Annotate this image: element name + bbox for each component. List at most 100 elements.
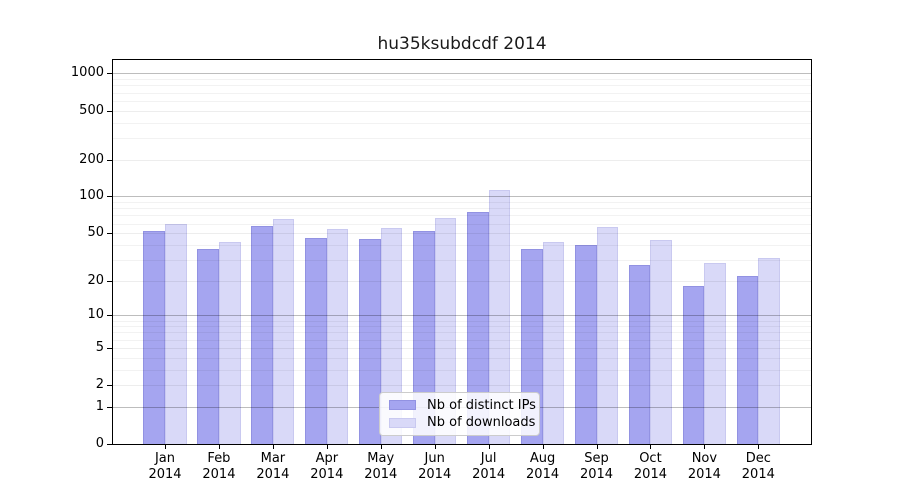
gridline-minor: [113, 369, 811, 371]
gridline-minor: [113, 332, 811, 334]
x-tick-year: 2014: [579, 467, 614, 482]
bar-distinct-ips: [736, 275, 759, 444]
x-tick-label: Jan 2014: [133, 451, 197, 483]
x-tick-year: 2014: [526, 467, 560, 482]
x-tick-year: 2014: [364, 467, 398, 482]
bar-distinct-ips: [682, 286, 705, 444]
x-tick-label: Mar 2014: [241, 451, 305, 483]
gridline-mid: [113, 110, 811, 112]
bar-distinct-ips: [143, 231, 165, 444]
legend-item: Nb of downloads: [380, 415, 539, 430]
bar-downloads: [596, 227, 619, 444]
chart-title: hu35ksubdcdf 2014: [377, 34, 547, 54]
gridline-minor: [113, 215, 811, 217]
x-tick-label: Jul 2014: [457, 451, 521, 483]
legend-label: Nb of distinct IPs: [427, 397, 536, 413]
x-tick-month: Apr: [315, 451, 339, 466]
x-tick-month: Jan: [154, 451, 176, 466]
x-tick-month: Feb: [207, 451, 231, 466]
x-tick-year: 2014: [310, 467, 344, 482]
x-tick-month: May: [367, 451, 395, 466]
x-tick-label: May 2014: [349, 451, 413, 483]
x-tick-mark: [219, 445, 220, 449]
gridline-minor: [113, 208, 811, 210]
y-tick-mark: [107, 73, 112, 74]
y-tick-label: 1: [95, 398, 104, 414]
gridline-minor: [113, 320, 811, 322]
x-tick-label: Apr 2014: [295, 451, 359, 483]
bar-downloads: [542, 242, 565, 444]
x-tick-label: Dec 2014: [726, 451, 790, 483]
x-tick-year: 2014: [687, 467, 721, 482]
bar-distinct-ips: [574, 244, 597, 444]
y-tick-label: 0: [95, 436, 104, 451]
x-tick-mark: [543, 445, 544, 449]
x-tick-mark: [597, 445, 598, 449]
gridline-minor: [113, 92, 811, 94]
y-tick-mark: [107, 407, 112, 408]
y-tick-label: 5: [95, 339, 104, 355]
y-tick-mark: [107, 315, 112, 316]
gridline-mid: [113, 233, 811, 235]
y-tick-label: 50: [87, 225, 104, 241]
x-tick-year: 2014: [256, 467, 290, 482]
legend: Nb of distinct IPs Nb of downloads: [379, 392, 540, 436]
legend-label: Nb of downloads: [427, 415, 536, 431]
bar-downloads: [165, 223, 187, 444]
x-tick-year: 2014: [202, 467, 236, 482]
gridline-major: [113, 196, 811, 198]
gridline-minor: [113, 339, 811, 341]
x-tick-label: Oct 2014: [618, 451, 682, 483]
gridline-mid: [113, 280, 811, 282]
y-tick-label: 20: [87, 272, 104, 288]
y-tick-mark: [107, 160, 112, 161]
y-tick-mark: [107, 233, 112, 234]
x-tick-year: 2014: [741, 467, 775, 482]
x-tick-month: Jun: [424, 451, 445, 466]
bar-distinct-ips: [413, 231, 435, 444]
gridline-major: [113, 315, 811, 317]
x-tick-label: Jun 2014: [403, 451, 467, 483]
gridline-minor: [113, 202, 811, 204]
plot-area: [112, 59, 812, 445]
x-tick-month: Jul: [480, 451, 497, 466]
bar-downloads: [326, 229, 349, 444]
gridline-minor: [113, 79, 811, 81]
gridline-minor: [113, 85, 811, 87]
legend-swatch-downloads: [389, 417, 416, 428]
y-tick-label: 500: [79, 102, 104, 118]
bar-downloads: [650, 239, 673, 444]
x-tick-label: Nov 2014: [672, 451, 736, 483]
y-tick-mark: [107, 196, 112, 197]
gridline-mid: [113, 385, 811, 387]
legend-swatch-distinct-ips: [389, 400, 416, 411]
x-tick-mark: [381, 445, 382, 449]
gridline-minor: [113, 137, 811, 139]
y-tick-mark: [107, 348, 112, 349]
gridline-minor: [113, 326, 811, 328]
x-tick-mark: [704, 445, 705, 449]
bar-downloads: [704, 263, 726, 444]
x-tick-mark: [327, 445, 328, 449]
gridline-minor: [113, 223, 811, 225]
x-tick-mark: [165, 445, 166, 449]
gridline-minor: [113, 100, 811, 102]
y-tick-label: 1000: [70, 65, 104, 81]
gridline-minor: [113, 122, 811, 124]
x-tick-year: 2014: [418, 467, 452, 482]
gridline-minor: [113, 244, 811, 246]
x-tick-month: Mar: [260, 451, 286, 466]
y-tick-mark: [107, 281, 112, 282]
x-tick-month: Sep: [584, 451, 609, 466]
x-tick-mark: [758, 445, 759, 449]
gridline-mid: [113, 159, 811, 161]
y-tick-mark: [107, 385, 112, 386]
gridline-minor: [113, 259, 811, 261]
bar-downloads: [488, 189, 511, 444]
y-tick-mark: [107, 111, 112, 112]
x-tick-label: Aug 2014: [511, 451, 575, 483]
y-tick-label: 2: [95, 377, 104, 393]
gridline-major: [113, 73, 811, 75]
x-tick-mark: [435, 445, 436, 449]
